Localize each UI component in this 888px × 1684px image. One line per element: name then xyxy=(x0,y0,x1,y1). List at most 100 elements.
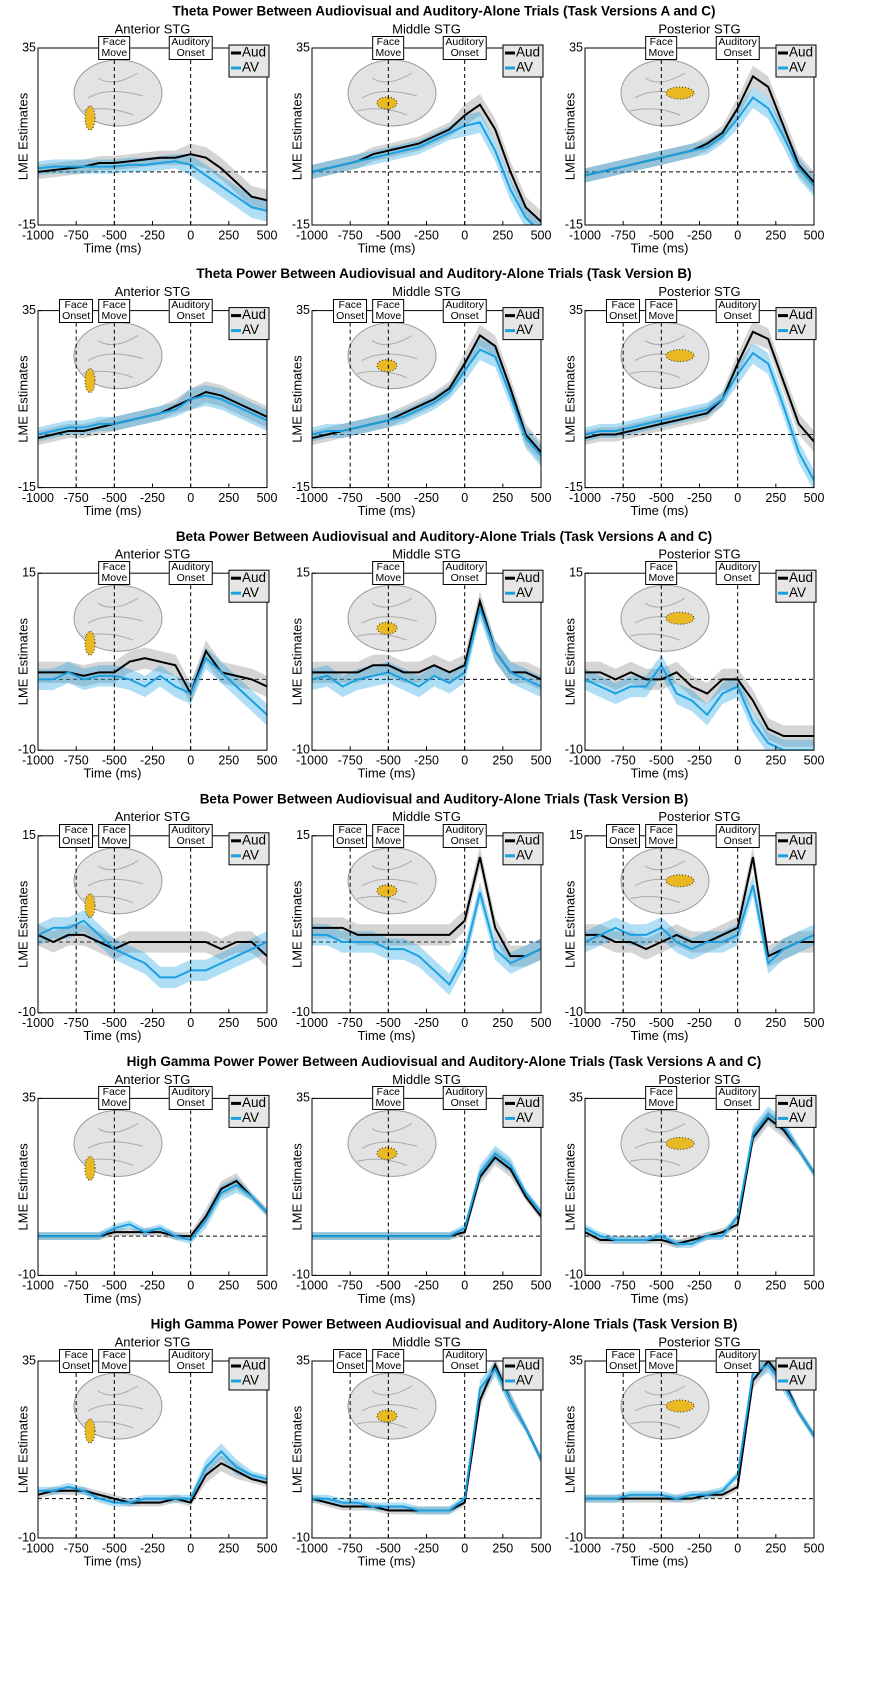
legend-label: AV xyxy=(516,322,533,337)
event-label: Auditory Onset xyxy=(442,561,487,586)
x-tick-label: -1000 xyxy=(22,491,54,505)
event-label: Face Onset xyxy=(606,823,641,848)
error-band xyxy=(312,1361,541,1515)
y-tick-label: -15 xyxy=(292,217,310,231)
row-title: Beta Power Between Audiovisual and Audit… xyxy=(200,791,689,806)
chart-title: Posterior STG xyxy=(658,1072,740,1087)
legend-label: Aud xyxy=(516,570,540,585)
y-axis-label: LME Estimates xyxy=(562,1143,577,1231)
row-title: Theta Power Between Audiovisual and Audi… xyxy=(196,266,691,281)
brain-fold xyxy=(356,597,418,641)
x-tick-label: -1000 xyxy=(296,1279,328,1293)
legend-label: Aud xyxy=(789,570,813,585)
y-axis-label: LME Estimates xyxy=(289,880,304,968)
electrode-region xyxy=(376,96,398,110)
series-line xyxy=(38,394,267,436)
event-label: Auditory Onset xyxy=(168,823,213,848)
chart-title: Middle STG xyxy=(392,809,461,824)
x-tick-label: 500 xyxy=(531,491,552,505)
y-tick-label: -15 xyxy=(565,480,583,494)
x-tick-label: -750 xyxy=(338,228,363,242)
row-title: Theta Power Between Audiovisual and Audi… xyxy=(172,4,715,19)
chart-title: Middle STG xyxy=(392,1334,461,1349)
x-tick-label: -750 xyxy=(611,1541,636,1555)
y-axis-label: LME Estimates xyxy=(562,617,577,705)
y-axis-label: LME Estimates xyxy=(289,92,304,180)
y-tick-label: 15 xyxy=(569,828,583,842)
brain-fold xyxy=(356,1122,418,1166)
x-tick-label: -500 xyxy=(649,753,674,767)
y-tick-label: -15 xyxy=(18,217,36,231)
x-tick-label: 250 xyxy=(765,753,786,767)
event-label: Face Move xyxy=(98,823,131,848)
x-tick-label: -500 xyxy=(649,228,674,242)
x-tick-label: 250 xyxy=(765,1541,786,1555)
x-tick-label: 0 xyxy=(187,228,194,242)
legend-label: Aud xyxy=(242,570,266,585)
x-tick-label: 250 xyxy=(218,491,239,505)
x-tick-label: -1000 xyxy=(569,1541,601,1555)
x-tick-label: -750 xyxy=(338,1016,363,1030)
y-tick-label: -10 xyxy=(18,1268,36,1282)
x-tick-label: 500 xyxy=(257,753,278,767)
electrode-region xyxy=(376,884,398,898)
electrode-region xyxy=(84,368,96,394)
electrode-region xyxy=(665,1136,695,1150)
event-label: Face Onset xyxy=(333,823,368,848)
legend-label: AV xyxy=(516,847,533,862)
x-tick-label: -750 xyxy=(338,1541,363,1555)
x-tick-label: -500 xyxy=(102,1279,127,1293)
chart-title: Posterior STG xyxy=(658,809,740,824)
x-axis-label: Time (ms) xyxy=(83,1028,141,1043)
legend-label: AV xyxy=(242,585,259,600)
x-tick-label: -250 xyxy=(140,1279,165,1293)
x-tick-label: -750 xyxy=(338,491,363,505)
x-tick-label: 500 xyxy=(804,1541,825,1555)
electrode-region xyxy=(84,893,96,919)
x-tick-label: 0 xyxy=(461,491,468,505)
legend-label: AV xyxy=(516,60,533,75)
y-axis-label: LME Estimates xyxy=(15,617,30,705)
legend-label: Aud xyxy=(516,307,540,322)
x-tick-label: 500 xyxy=(804,1016,825,1030)
brain xyxy=(347,584,437,652)
y-tick-label: 35 xyxy=(22,1091,36,1105)
y-axis-label: LME Estimates xyxy=(15,880,30,968)
x-axis-label: Time (ms) xyxy=(630,1028,688,1043)
legend-box xyxy=(775,569,817,603)
legend-label: Aud xyxy=(516,45,540,60)
brain xyxy=(620,1109,710,1177)
error-band xyxy=(585,874,814,974)
chart-title: Posterior STG xyxy=(658,1334,740,1349)
chart-title: Anterior STG xyxy=(115,547,191,562)
y-tick-label: -10 xyxy=(565,1530,583,1544)
legend-box xyxy=(502,832,544,866)
legend-label: AV xyxy=(242,322,259,337)
legend-box xyxy=(228,44,270,78)
x-tick-label: 500 xyxy=(531,1541,552,1555)
x-tick-label: 250 xyxy=(218,1016,239,1030)
legend-label: Aud xyxy=(789,1358,813,1373)
series-line xyxy=(585,671,814,738)
chart-title: Anterior STG xyxy=(115,21,191,36)
electrode-region xyxy=(376,1409,398,1423)
chart-title: Posterior STG xyxy=(658,284,740,299)
event-label: Auditory Onset xyxy=(715,561,760,586)
brain xyxy=(73,1109,163,1177)
x-tick-label: 250 xyxy=(765,491,786,505)
x-axis-label: Time (ms) xyxy=(630,766,688,781)
brain xyxy=(73,322,163,390)
chart-title: Posterior STG xyxy=(658,21,740,36)
legend-box xyxy=(775,1094,817,1128)
brain xyxy=(347,322,437,390)
x-tick-label: -750 xyxy=(611,491,636,505)
x-tick-label: 500 xyxy=(257,1541,278,1555)
legend-label: Aud xyxy=(789,1095,813,1110)
event-label: Auditory Onset xyxy=(442,1349,487,1373)
x-axis-label: Time (ms) xyxy=(357,1028,415,1043)
x-tick-label: -250 xyxy=(140,753,165,767)
x-tick-label: -500 xyxy=(102,491,127,505)
x-axis-label: Time (ms) xyxy=(357,1553,415,1568)
x-tick-label: 0 xyxy=(734,1016,741,1030)
x-tick-label: -250 xyxy=(414,1541,439,1555)
